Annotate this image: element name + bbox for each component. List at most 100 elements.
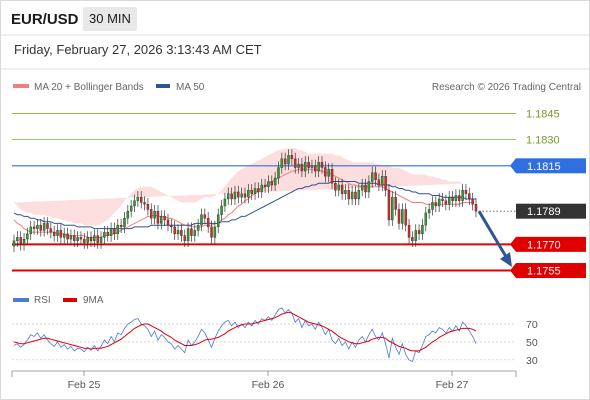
candle-body <box>103 231 106 238</box>
candle-body <box>444 200 448 205</box>
candle-body <box>196 224 200 231</box>
candle-body <box>19 237 22 245</box>
ma50-legend-label: MA 50 <box>176 82 205 93</box>
candle-body <box>354 191 357 200</box>
candle-body <box>260 184 263 193</box>
candle-body <box>377 179 381 186</box>
ma50-legend-swatch <box>156 84 170 88</box>
candle-body <box>421 224 424 235</box>
candle-body <box>304 162 307 172</box>
candle-body <box>89 237 93 242</box>
candle-body <box>52 231 56 236</box>
candle-body <box>227 193 230 200</box>
candle-body <box>216 214 220 228</box>
candle-body <box>247 190 250 198</box>
candle-body <box>240 193 243 198</box>
candle-body <box>62 233 66 238</box>
rsi-ma-line <box>13 311 477 352</box>
candle-body <box>300 163 304 172</box>
candle-body <box>22 238 26 245</box>
candle-body <box>337 184 340 191</box>
level-label-2: 1.1815 <box>527 161 561 173</box>
timestamp: Friday, February 27, 2026 3:13:43 AM CET <box>14 42 262 57</box>
candle-body <box>150 209 153 219</box>
forecast-arrow-head <box>500 252 512 268</box>
candle-body <box>364 184 367 193</box>
candle-body <box>263 184 267 187</box>
candle-body <box>12 240 16 247</box>
candle-body <box>310 165 314 168</box>
credit-text: Research © 2026 Trading Central <box>432 82 581 93</box>
rsi-tick-label: 70 <box>526 319 538 331</box>
candle-body <box>170 224 173 228</box>
candle-body <box>73 235 76 242</box>
candle-body <box>340 184 344 194</box>
candle-body <box>113 228 116 235</box>
candle-body <box>417 230 421 235</box>
candle-body <box>293 158 297 168</box>
candle-body <box>257 188 260 193</box>
candle-body <box>270 181 274 186</box>
candle-body <box>357 190 361 200</box>
candle-body <box>404 209 407 226</box>
candle-body <box>431 202 434 210</box>
candle-body <box>16 237 19 242</box>
candle-body <box>253 188 257 194</box>
time-axis: Feb 25 Feb 26 Feb 27 <box>11 370 517 391</box>
candle-body <box>220 205 223 215</box>
candle-body <box>320 162 324 168</box>
candle-body <box>180 230 183 236</box>
candle-body <box>367 181 371 193</box>
candle-body <box>464 190 468 194</box>
x-axis-tick-label: Feb 25 <box>68 379 101 391</box>
candle-body <box>32 226 36 229</box>
ma9-legend-swatch <box>63 298 77 302</box>
ma50-line <box>13 181 476 230</box>
candle-body <box>69 235 73 240</box>
candle-body <box>297 163 300 168</box>
candle-body <box>160 216 163 224</box>
rsi-legend-swatch <box>13 298 29 302</box>
timeframe-badge[interactable]: 30 MIN <box>83 7 137 31</box>
candle-body <box>451 197 454 201</box>
x-axis-tick-label: Feb 26 <box>252 379 285 391</box>
candle-body <box>327 169 330 177</box>
candle-body <box>471 198 474 205</box>
candle-body <box>79 237 83 240</box>
candle-body <box>56 230 59 236</box>
candle-body <box>314 165 317 172</box>
rsi-tick-label: 30 <box>526 355 538 367</box>
current-price-label-bg <box>516 203 586 219</box>
candle-body <box>374 172 377 180</box>
candle-body <box>370 172 374 182</box>
level-label-4: 1.1770 <box>527 239 561 251</box>
candle-body <box>173 226 176 235</box>
candle-body <box>250 190 253 194</box>
candle-body <box>330 169 334 184</box>
candle-body <box>280 158 284 168</box>
candle-body <box>350 191 354 200</box>
candle-body <box>203 214 207 219</box>
current-price-label: 1.1789 <box>527 206 561 218</box>
candle-body <box>76 237 79 242</box>
candle-body <box>324 167 327 177</box>
candle-body <box>139 197 143 203</box>
ma20-legend-label: MA 20 + Bollinger Bands <box>34 82 144 93</box>
candle-body <box>146 204 150 210</box>
candle-body <box>434 202 438 207</box>
candle-body <box>474 204 478 212</box>
candle-body <box>186 228 190 242</box>
candle-body <box>206 217 210 228</box>
candle-body <box>106 231 109 236</box>
candle-body <box>36 224 39 229</box>
candle-body <box>156 210 160 224</box>
candle-body <box>243 193 247 198</box>
candle-body <box>93 235 96 242</box>
level-label-pointer-5 <box>510 263 516 279</box>
candle-body <box>46 223 49 229</box>
candle-body <box>344 190 347 194</box>
candle-body <box>126 210 130 219</box>
candle-body <box>307 162 310 168</box>
candle-body <box>223 198 227 207</box>
